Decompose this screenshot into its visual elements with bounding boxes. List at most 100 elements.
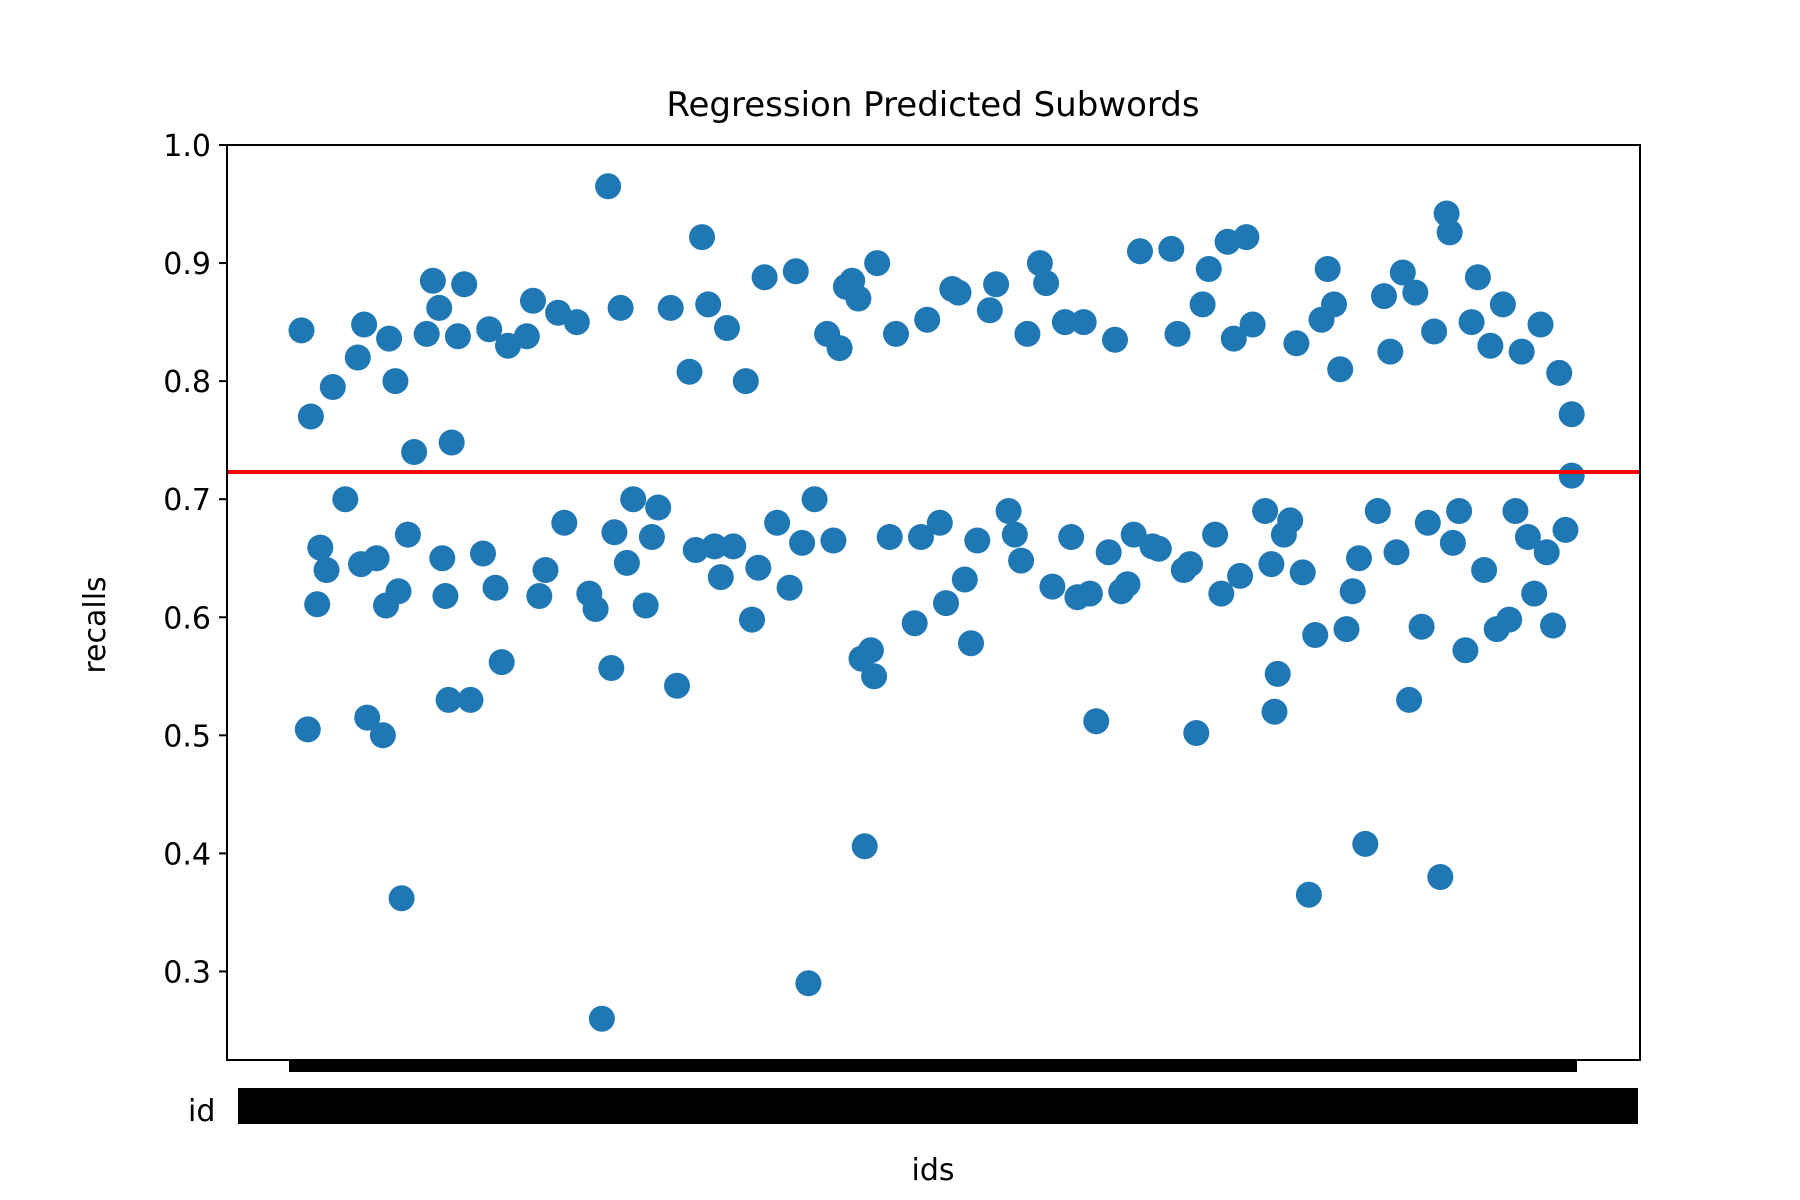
data-point — [1076, 580, 1103, 607]
y-axis-label: recalls — [78, 576, 113, 673]
chart-title: Regression Predicted Subwords — [666, 85, 1199, 125]
data-point — [1439, 529, 1466, 556]
data-point — [476, 316, 503, 343]
data-point — [1014, 320, 1041, 347]
data-point — [444, 323, 471, 350]
data-point — [1058, 524, 1085, 550]
data-point — [426, 294, 453, 321]
data-point — [1533, 539, 1560, 566]
data-point — [513, 323, 540, 350]
data-point — [1408, 613, 1435, 640]
data-point — [695, 291, 722, 318]
data-point — [701, 533, 728, 560]
data-point — [363, 545, 390, 572]
data-point — [1008, 547, 1035, 574]
y-tick-label: 0.7 — [163, 483, 211, 518]
data-point — [1521, 580, 1548, 607]
data-point — [1227, 562, 1254, 589]
data-point — [1026, 250, 1053, 277]
data-point — [413, 320, 440, 347]
data-point — [376, 325, 403, 352]
data-point — [1033, 270, 1060, 297]
data-point — [1396, 686, 1423, 713]
data-point — [1527, 311, 1554, 338]
data-point — [914, 306, 941, 333]
data-point — [319, 374, 346, 400]
data-point — [457, 686, 484, 713]
data-point — [638, 524, 665, 550]
data-point — [385, 578, 412, 605]
data-point — [664, 672, 690, 699]
data-point — [689, 224, 715, 251]
data-point — [563, 309, 590, 336]
data-point — [801, 486, 828, 513]
data-point — [1452, 637, 1479, 664]
data-point — [297, 403, 324, 430]
data-point — [964, 527, 991, 554]
data-point — [613, 549, 640, 576]
data-point — [1258, 551, 1285, 578]
data-point — [307, 534, 334, 561]
data-point — [1102, 326, 1128, 353]
data-point — [1039, 573, 1066, 600]
data-point — [401, 439, 428, 465]
data-point — [945, 279, 972, 306]
data-point — [1114, 571, 1141, 598]
data-point — [1164, 320, 1191, 347]
data-point — [1464, 264, 1491, 291]
data-point — [1496, 606, 1523, 633]
data-point — [351, 311, 378, 338]
data-point — [1436, 219, 1463, 246]
data-point — [1127, 238, 1153, 265]
data-point — [951, 566, 978, 593]
data-point — [432, 583, 459, 609]
data-point — [707, 564, 734, 591]
data-point — [1083, 708, 1110, 735]
data-point — [1546, 359, 1573, 386]
data-point — [419, 267, 446, 294]
data-point — [1289, 559, 1316, 586]
data-point — [1264, 660, 1291, 687]
data-point — [645, 494, 672, 521]
data-point — [1295, 881, 1322, 908]
data-point — [1233, 224, 1260, 251]
data-point — [776, 574, 803, 601]
data-point — [1321, 291, 1347, 318]
data-point — [1540, 612, 1566, 639]
x-tick-marks-dense — [289, 1060, 1577, 1072]
data-point — [1252, 498, 1279, 524]
data-point — [294, 716, 321, 743]
data-point — [676, 358, 703, 385]
data-point — [1339, 578, 1366, 605]
x-axis-label: ids — [911, 1153, 954, 1188]
data-point — [1195, 256, 1222, 282]
data-point — [1277, 507, 1304, 534]
data-point — [983, 271, 1010, 298]
data-point — [438, 429, 465, 456]
data-point — [657, 294, 684, 321]
y-tick-label: 0.3 — [163, 955, 211, 990]
data-point — [1421, 318, 1448, 345]
data-point — [482, 574, 509, 601]
data-point — [782, 258, 809, 285]
data-point — [394, 521, 421, 548]
data-point — [1070, 309, 1097, 336]
data-point — [926, 509, 953, 536]
data-point — [764, 509, 791, 536]
data-point — [883, 320, 909, 347]
y-axis-ticks: 0.3 0.4 0.5 0.6 0.7 0.8 0.9 1.0 — [163, 129, 227, 990]
data-point — [1458, 309, 1485, 336]
data-point — [526, 583, 553, 609]
x-tick-label-first: id — [188, 1094, 215, 1129]
y-tick-label: 0.8 — [163, 365, 211, 400]
data-point — [1302, 622, 1329, 648]
data-point — [1095, 539, 1122, 566]
data-point — [1477, 332, 1504, 359]
data-point — [304, 591, 331, 618]
data-point — [1333, 616, 1360, 643]
data-point — [607, 294, 634, 321]
data-point — [1158, 235, 1185, 262]
data-point — [429, 545, 456, 572]
data-point — [588, 1005, 615, 1032]
data-point — [532, 557, 559, 583]
